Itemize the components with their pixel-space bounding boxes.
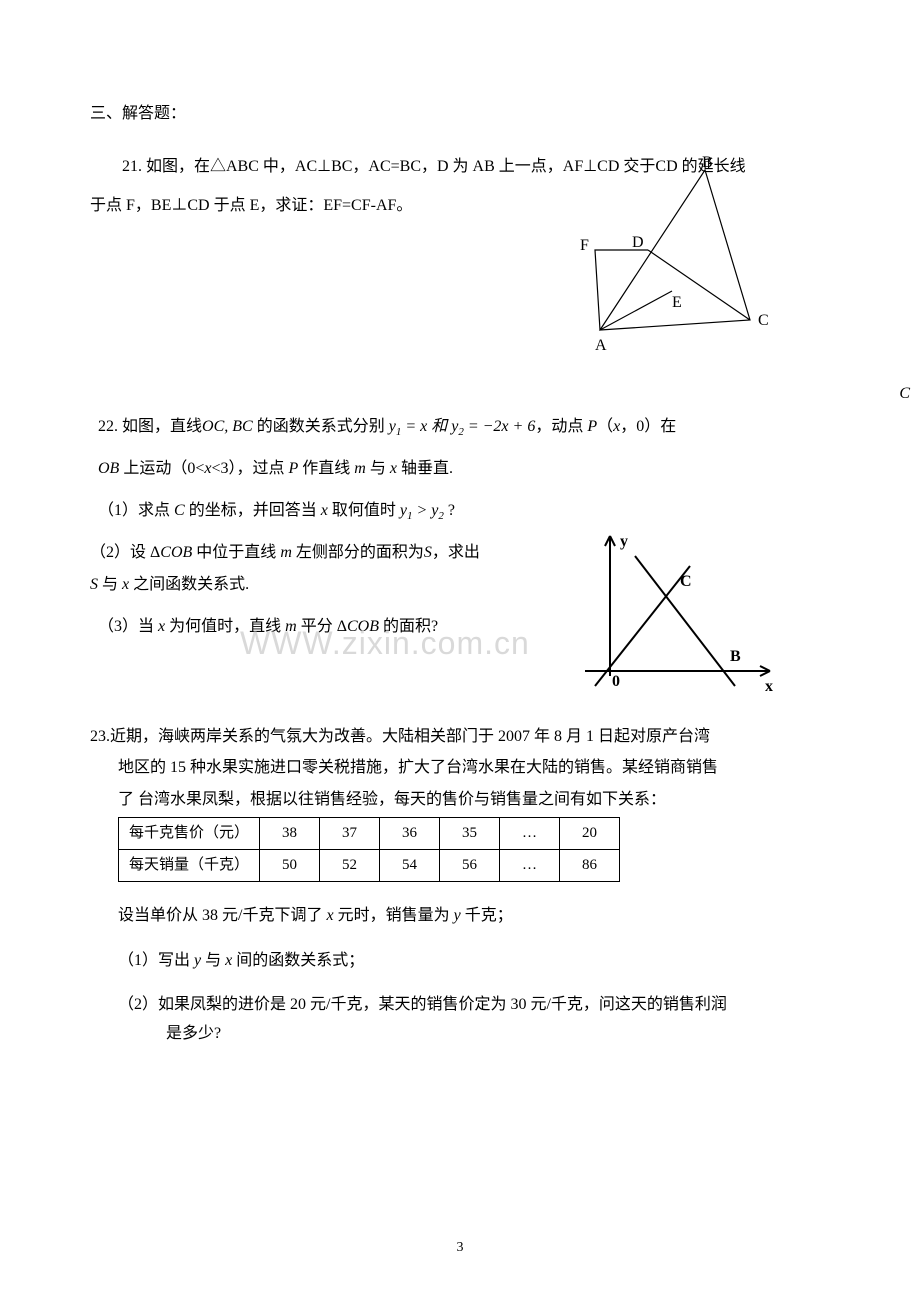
q22-block: 22. 如图，直线OC, BC 的函数关系式分别 y1 = x 和 y2 = −…	[90, 411, 830, 643]
gl-b: B	[730, 648, 741, 665]
gl-y: y	[620, 533, 628, 550]
t: S	[424, 544, 432, 561]
gl-c: C	[680, 573, 692, 590]
t: P	[587, 418, 597, 435]
y1y2: y1 > y2	[400, 502, 444, 519]
q22-p1: （1）求点 C 的坐标，并回答当 x 取何值时 y1 > y2 ?	[90, 495, 830, 527]
cell: 38	[260, 817, 320, 849]
t: 的函数关系式分别	[253, 418, 389, 435]
q23-l1: 23.近期，海峡两岸关系的气氛大为改善。大陆相关部门于 2007 年 8 月 1…	[90, 723, 830, 750]
t: x	[390, 460, 397, 477]
cell: 86	[560, 849, 620, 881]
t: x	[321, 502, 328, 519]
t: ?	[444, 502, 455, 519]
t: 轴垂直.	[397, 460, 453, 477]
t: COB	[160, 544, 192, 561]
t: 是多少?	[118, 1025, 221, 1042]
label-C: C	[758, 312, 769, 329]
t: 取何值时	[328, 502, 400, 519]
cell: 20	[560, 817, 620, 849]
t: ，0）在	[620, 418, 676, 435]
section-title: 三、解答题：	[90, 100, 830, 129]
t: 中位于直线	[192, 544, 280, 561]
t: （1）求点	[98, 502, 174, 519]
gl-x: x	[765, 678, 773, 695]
t: ，求出	[432, 544, 480, 561]
t: <3），过点	[211, 460, 288, 477]
page-number: 3	[457, 1235, 464, 1260]
q22-intro: 22. 如图，直线OC, BC 的函数关系式分别 y1 = x 和 y2 = −…	[90, 411, 830, 443]
t: （	[597, 418, 613, 435]
cell: 37	[320, 817, 380, 849]
t: 千克；	[461, 907, 513, 924]
t: x	[326, 907, 333, 924]
t: 设当单价从 38 元/千克下调了	[118, 907, 326, 924]
t: S	[90, 576, 98, 593]
cell: 35	[440, 817, 500, 849]
t: P	[289, 460, 299, 477]
t: ，动点	[535, 418, 587, 435]
cell: 56	[440, 849, 500, 881]
stray-c-label: C	[899, 380, 910, 409]
t: 与	[366, 460, 390, 477]
q22-l2: OB 上运动（0<x<3），过点 P 作直线 m 与 x 轴垂直.	[90, 453, 830, 485]
t: 之间函数关系式.	[129, 576, 249, 593]
t: C	[174, 502, 185, 519]
t: 间的函数关系式；	[232, 952, 364, 969]
label-E: E	[672, 294, 682, 311]
cell: 每天销量（千克）	[119, 849, 260, 881]
t: OC, BC	[202, 418, 253, 435]
watermark: WWW.zixin.com.cn	[240, 615, 530, 673]
t: （2）如果凤梨的进价是 20 元/千克，某天的销售价定为 30 元/千克，问这天…	[118, 996, 727, 1013]
t: （3）当	[98, 618, 158, 635]
t: y	[454, 907, 461, 924]
table-row: 每千克售价（元） 38 37 36 35 … 20	[119, 817, 620, 849]
t: 与	[201, 952, 225, 969]
q23-l2: 地区的 15 种水果实施进口零关税措施，扩大了台湾水果在大陆的销售。某经销商销售	[90, 754, 830, 781]
cell: 50	[260, 849, 320, 881]
q23-l3: 了 台湾水果凤梨，根据以往销售经验，每天的售价与销售量之间有如下关系：	[90, 786, 830, 813]
q21-diagram: A B C D E F	[570, 155, 790, 355]
t: （1）写出	[118, 952, 194, 969]
t: OB	[98, 460, 119, 477]
t: m	[280, 544, 292, 561]
label-A: A	[595, 337, 607, 354]
t: 上运动（0<	[119, 460, 204, 477]
t: 元时，销售量为	[334, 907, 454, 924]
table-row: 每天销量（千克） 50 52 54 56 … 86	[119, 849, 620, 881]
t: 左侧部分的面积为	[292, 544, 424, 561]
t: （2）设 Δ	[90, 544, 160, 561]
q23-after: 设当单价从 38 元/千克下调了 x 元时，销售量为 y 千克；	[90, 902, 830, 931]
cell: …	[500, 817, 560, 849]
q23-p2: （2）如果凤梨的进价是 20 元/千克，某天的销售价定为 30 元/千克，问这天…	[90, 991, 830, 1049]
cell: 36	[380, 817, 440, 849]
cell: 52	[320, 849, 380, 881]
label-B: B	[702, 155, 713, 171]
cell: 54	[380, 849, 440, 881]
eq: y1 = x 和 y2 = −2x + 6	[389, 418, 536, 435]
t: m	[354, 460, 366, 477]
t: 与	[98, 576, 122, 593]
q22-diagram: y x 0 B C	[580, 531, 780, 701]
t: 22. 如图，直线	[98, 418, 202, 435]
q23-table: 每千克售价（元） 38 37 36 35 … 20 每天销量（千克） 50 52…	[118, 817, 620, 882]
t: 作直线	[298, 460, 354, 477]
cell: 每千克售价（元）	[119, 817, 260, 849]
cell: …	[500, 849, 560, 881]
q23-p1: （1）写出 y 与 x 间的函数关系式；	[90, 947, 830, 976]
label-F: F	[580, 237, 589, 254]
label-D: D	[632, 234, 644, 251]
t: 的坐标，并回答当	[185, 502, 321, 519]
q23-block: 23.近期，海峡两岸关系的气氛大为改善。大陆相关部门于 2007 年 8 月 1…	[90, 723, 830, 1049]
gl-o: 0	[612, 673, 620, 690]
